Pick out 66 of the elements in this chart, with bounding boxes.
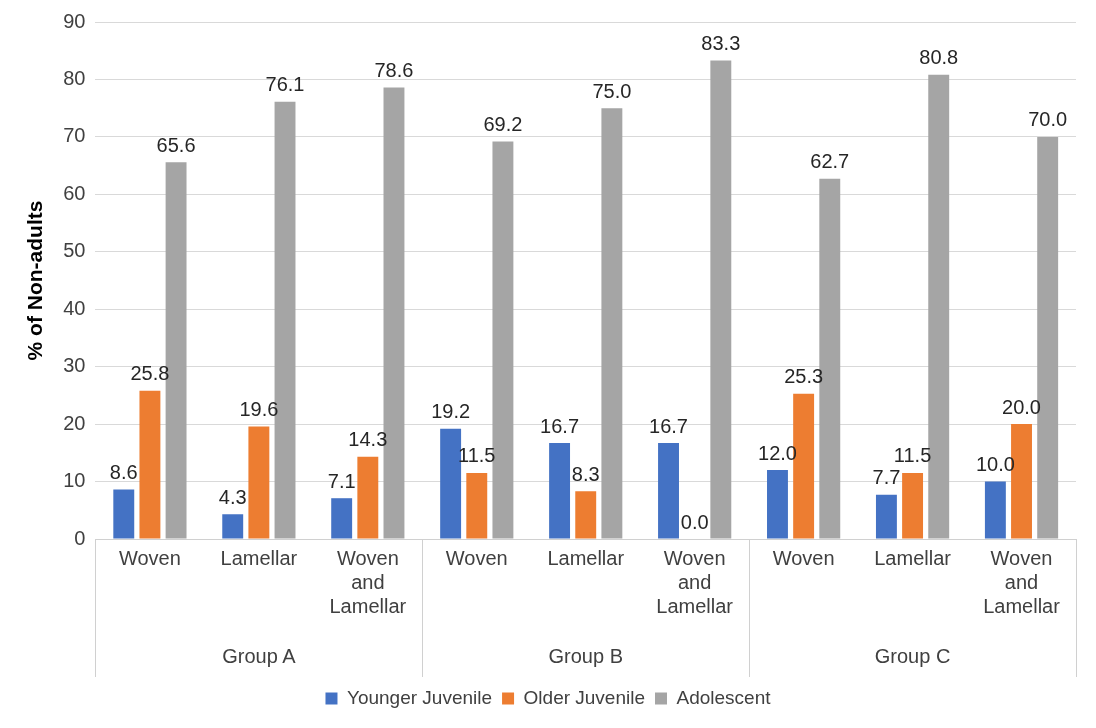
data-label: 16.7: [649, 414, 688, 437]
data-label: 19.6: [239, 397, 279, 420]
data-label: 8.3: [571, 462, 600, 485]
y-tick-label: 0: [74, 526, 86, 549]
y-tick-label: 60: [63, 181, 86, 204]
legend-label: Adolescent: [676, 686, 772, 708]
text: Group A: [222, 644, 297, 667]
data-label: 62.7: [810, 150, 850, 173]
bar: [248, 426, 270, 539]
y-tick-label: 90: [63, 9, 86, 32]
y-tick-label: 20: [63, 411, 86, 434]
data-label: 25.3: [784, 365, 824, 388]
data-label: 25.8: [130, 362, 170, 385]
bar: [139, 390, 161, 539]
x-tick-label: Woven and Lamellar: [656, 546, 734, 617]
legend-label: Older Juvenile: [523, 686, 646, 708]
x-tick-label: Woven and Lamellar: [329, 546, 407, 617]
bar: [984, 481, 1006, 539]
data-label: 7.1: [327, 469, 356, 492]
y-axis-title: % of Non-adults: [23, 200, 47, 361]
bar: [222, 514, 244, 539]
data-label: 16.7: [540, 414, 580, 437]
bar: [113, 489, 135, 539]
data-label: 80.8: [919, 46, 959, 69]
bar: [902, 472, 924, 539]
bar: [357, 456, 379, 539]
y-tick-label: 40: [63, 296, 86, 319]
y-tick-label: 50: [63, 239, 86, 262]
bar: [710, 60, 732, 539]
text: Group C: [874, 644, 951, 667]
data-label: 78.6: [374, 59, 414, 81]
data-label: 14.3: [348, 428, 388, 451]
y-tick-label: 80: [63, 66, 86, 89]
x-tick-label: Lamellar: [547, 546, 625, 569]
x-tick-label: Woven: [445, 546, 508, 569]
data-label: 7.7: [872, 466, 901, 489]
bar: [549, 443, 571, 539]
y-tick-label: 30: [63, 354, 86, 377]
x-tick-label: Woven: [772, 546, 835, 569]
x-tick-label: Lamellar: [220, 546, 298, 569]
data-label: 0.0: [680, 510, 709, 533]
data-label: 69.2: [483, 113, 523, 135]
data-label: 70.0: [1028, 108, 1068, 131]
data-label: 19.2: [431, 400, 471, 423]
bar: [331, 498, 353, 539]
bar: [875, 494, 897, 539]
bar: [575, 491, 597, 539]
bar: [658, 443, 679, 539]
y-tick-label: 70: [63, 124, 86, 147]
x-tick-label: Woven and Lamellar: [983, 546, 1061, 617]
text: Group B: [548, 644, 623, 667]
data-label: 75.0: [592, 79, 632, 102]
data-label: 20.0: [1002, 395, 1041, 418]
data-label: 11.5: [893, 444, 932, 467]
data-label: 76.1: [265, 73, 305, 96]
data-label: 8.6: [109, 461, 138, 484]
data-label: 83.3: [701, 32, 741, 54]
bar: [466, 472, 488, 539]
data-label: 65.6: [156, 133, 196, 156]
x-tick-label: Lamellar: [874, 546, 952, 569]
bar: [767, 470, 788, 539]
y-tick-label: 10: [63, 469, 86, 492]
x-tick-label: Woven: [118, 546, 181, 569]
bar: [601, 108, 623, 539]
data-label: 4.3: [218, 485, 247, 508]
legend-label: Younger Juvenile: [346, 686, 493, 708]
